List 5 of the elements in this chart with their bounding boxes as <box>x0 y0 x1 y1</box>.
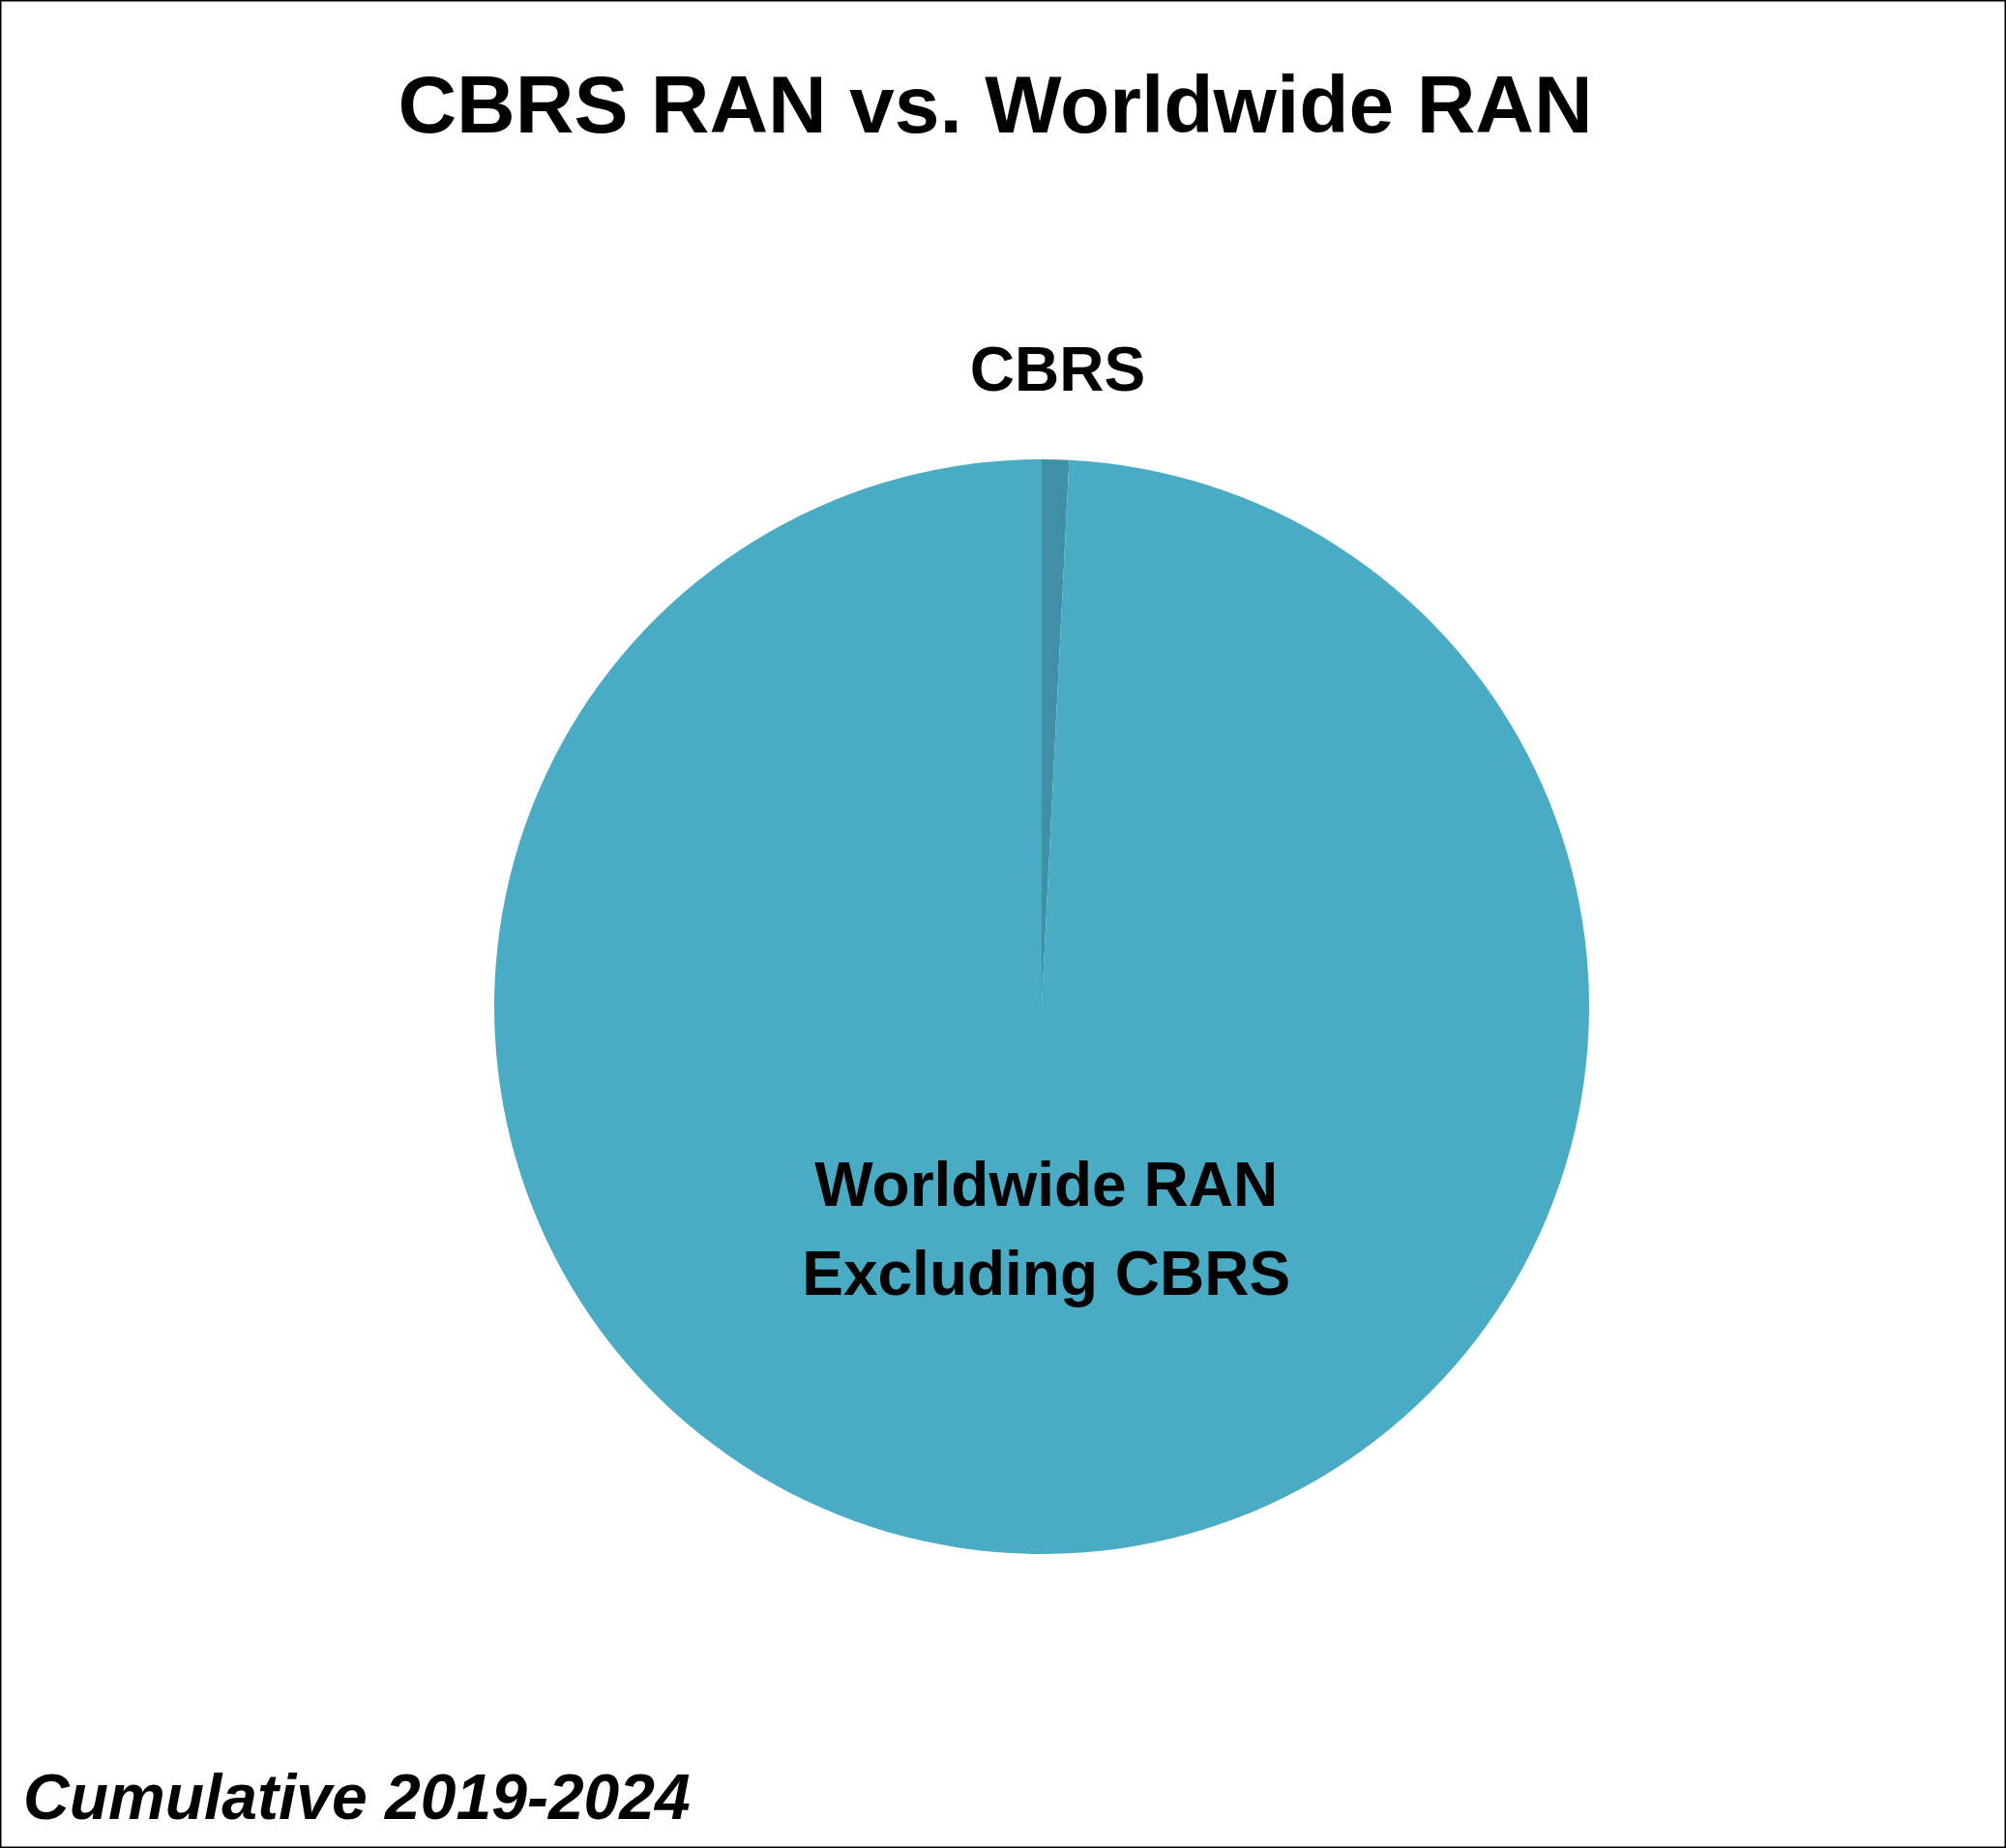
pie-slice <box>494 459 1589 1554</box>
slice-label: Worldwide RAN Excluding CBRS <box>802 1149 1291 1308</box>
chart-title: CBRS RAN vs. Worldwide RAN <box>398 59 1593 150</box>
text: Cumulative 2019-2024 <box>23 1761 691 1833</box>
slice-label: CBRS <box>969 335 1146 405</box>
